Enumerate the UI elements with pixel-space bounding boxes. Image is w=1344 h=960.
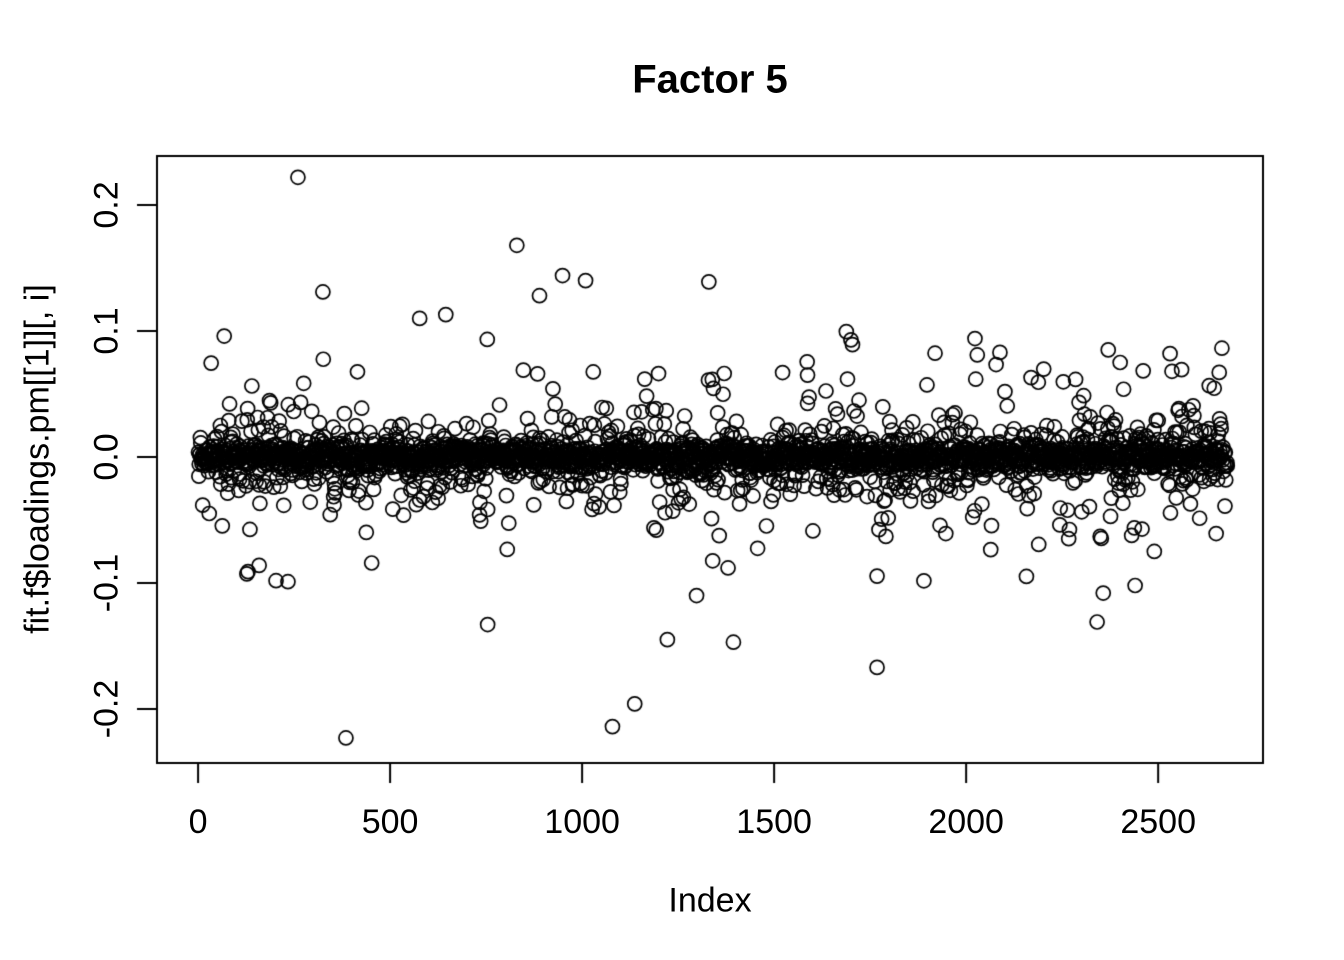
x-axis-label: Index (668, 881, 752, 920)
y-axis-label: fit.f$loadings.pm[[1]][, i] (18, 284, 57, 634)
y-tick-label: -0.2 (87, 679, 126, 739)
x-tick-label: 500 (361, 803, 419, 841)
x-tick-label: 2000 (928, 803, 1004, 841)
chart-title: Factor 5 (632, 57, 788, 102)
x-tick-label: 2500 (1120, 803, 1196, 841)
y-tick-label: 0.1 (87, 307, 126, 355)
y-tick-label: 0.2 (87, 181, 126, 229)
x-tick-label: 0 (188, 803, 208, 841)
x-tick-label: 1000 (544, 803, 620, 841)
y-tick-label: 0.0 (87, 433, 126, 481)
y-tick-label: -0.1 (87, 553, 126, 613)
x-tick-label: 1500 (736, 803, 812, 841)
